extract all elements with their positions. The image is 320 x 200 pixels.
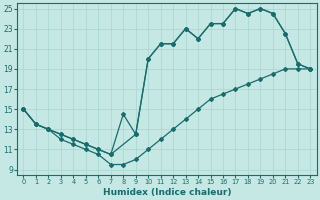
- X-axis label: Humidex (Indice chaleur): Humidex (Indice chaleur): [103, 188, 231, 197]
